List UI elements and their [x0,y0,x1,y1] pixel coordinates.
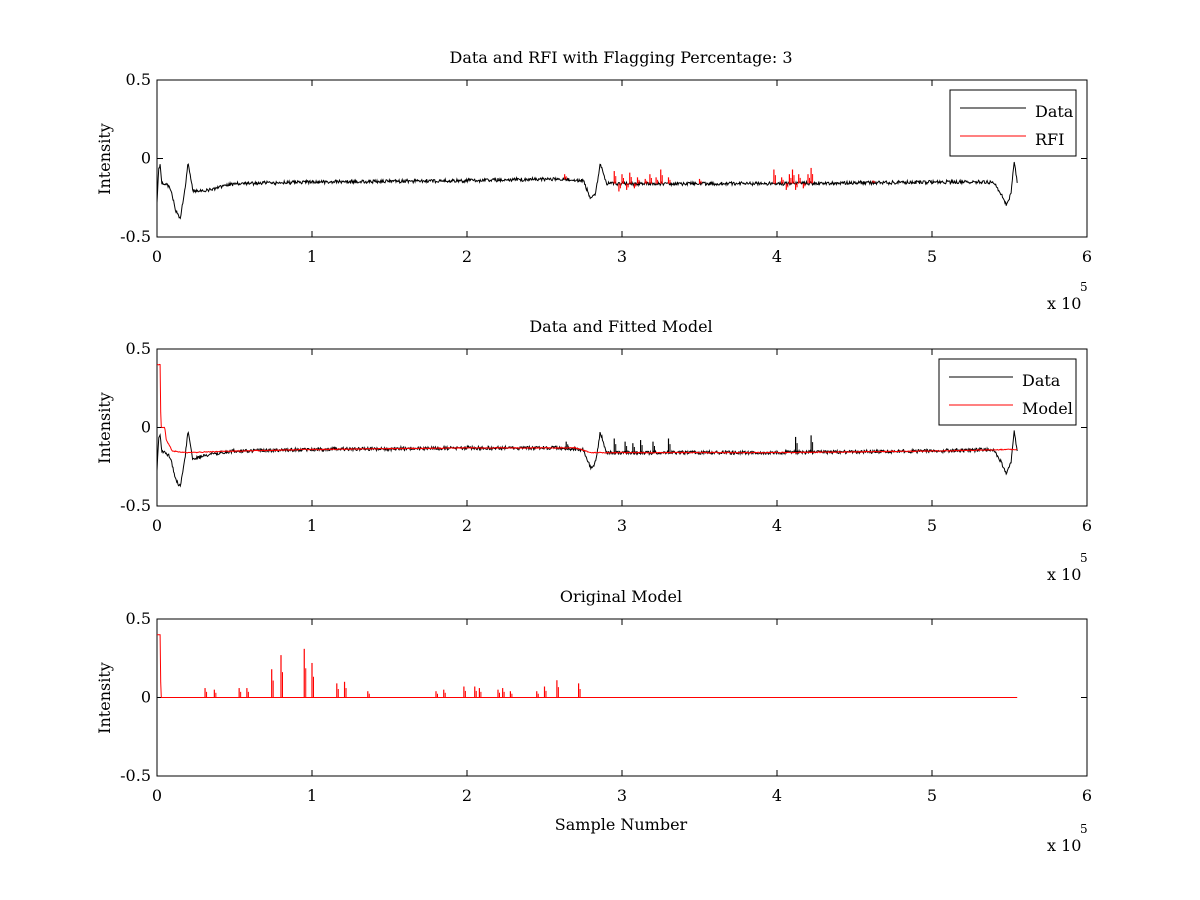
y-tick-label: 0.5 [126,609,151,628]
x-tick-label: 1 [307,516,317,535]
x-exponent-base: x 10 [1047,294,1081,313]
x-tick-label: 1 [307,786,317,805]
x-tick-label: 5 [927,786,937,805]
x-tick-label: 6 [1082,247,1092,266]
x-axis-label: Sample Number [555,815,688,834]
y-axis-label: Intensity [95,123,114,195]
y-tick-label: 0 [141,418,151,437]
plot-area: 0 1 2 3 4 5 6-0.500.5 [120,339,1092,535]
x-tick-label: 4 [772,786,782,805]
y-tick-label: -0.5 [120,227,151,246]
x-tick-label: 3 [617,516,627,535]
x-exponent-power: 5 [1080,280,1088,294]
legend-label-model: Model [1022,399,1073,418]
series-model-line [157,634,1018,698]
x-tick-label: 2 [462,247,472,266]
y-tick-label: -0.5 [120,766,151,785]
x-exponent-power: 5 [1080,822,1088,836]
x-tick-label: 6 [1082,516,1092,535]
legend-label-rfi: RFI [1035,130,1064,149]
x-tick-label: 6 [1082,786,1092,805]
plot-area: 0 1 2 3 4 5 6-0.500.5 [120,609,1092,805]
legend-label-data: Data [1035,102,1074,121]
series-data-line [157,161,1018,220]
series-model-line [157,363,1018,454]
x-tick-label: 5 [927,247,937,266]
chart-title: Data and Fitted Model [529,317,712,336]
panel-original-model: Original Model Intensity Sample Number x… [95,587,1092,855]
panel-rfi: Data and RFI with Flagging Percentage: 3… [95,48,1092,313]
x-tick-label: 2 [462,786,472,805]
panel-model-fit: Data and Fitted Model Intensity x 10 5 0… [95,317,1092,584]
x-tick-label: 4 [772,247,782,266]
chart-title: Original Model [560,587,682,606]
x-tick-label: 1 [307,247,317,266]
y-tick-label: 0 [141,688,151,707]
y-axis-label: Intensity [95,662,114,734]
chart-title: Data and RFI with Flagging Percentage: 3 [449,48,792,67]
plot-area: 0 1 2 3 4 5 6-0.500.5 [120,70,1092,266]
x-exponent-power: 5 [1080,551,1088,565]
x-tick-label: 3 [617,786,627,805]
y-tick-label: 0 [141,149,151,168]
x-tick-label: 3 [617,247,627,266]
legend: Data RFI [949,89,1077,157]
x-exponent-base: x 10 [1047,836,1081,855]
x-tick-label: 2 [462,516,472,535]
x-tick-label: 0 [152,516,162,535]
legend-label-data: Data [1022,371,1061,390]
x-tick-label: 0 [152,247,162,266]
y-axis-label: Intensity [95,392,114,464]
x-tick-label: 5 [927,516,937,535]
legend-box [938,358,1077,426]
y-tick-label: 0.5 [126,339,151,358]
legend-box [949,89,1077,157]
y-tick-label: 0.5 [126,70,151,89]
legend: Data Model [938,358,1077,426]
x-tick-label: 4 [772,516,782,535]
x-tick-label: 0 [152,786,162,805]
y-tick-label: -0.5 [120,496,151,515]
x-exponent-base: x 10 [1047,565,1081,584]
